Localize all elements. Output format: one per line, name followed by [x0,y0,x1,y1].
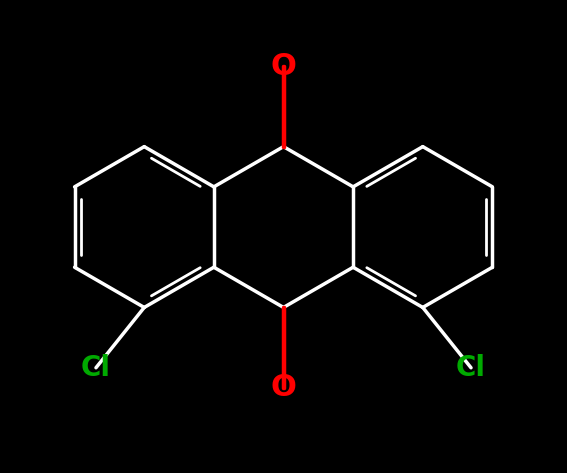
Text: Cl: Cl [456,354,486,382]
Text: O: O [270,373,297,403]
Text: O: O [270,52,297,81]
Text: Cl: Cl [81,354,111,382]
